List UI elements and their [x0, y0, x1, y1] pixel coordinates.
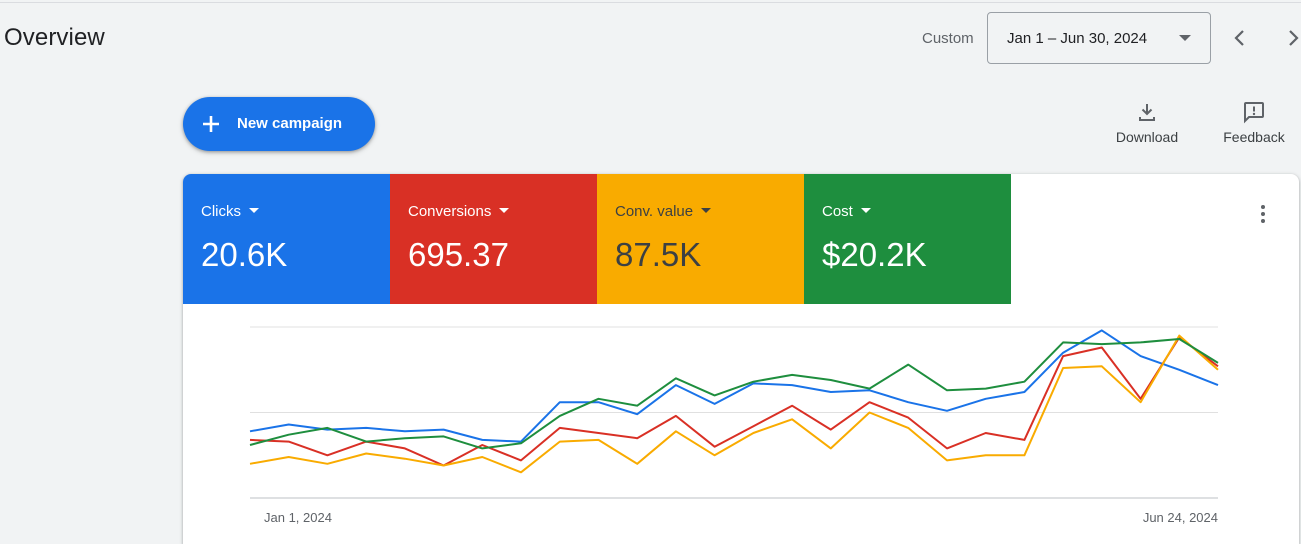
dropdown-arrow-icon	[701, 208, 712, 213]
chevron-left-icon	[1234, 30, 1244, 46]
metric-tile-conversions[interactable]: Conversions 695.37	[390, 174, 597, 304]
dropdown-arrow-icon	[249, 208, 259, 213]
metric-value: 695.37	[408, 236, 509, 273]
metric-name: Conversions	[408, 203, 510, 220]
date-range-select[interactable]: Jan 1 – Jun 30, 2024	[987, 12, 1211, 64]
metric-name: Cost	[822, 203, 871, 220]
performance-card: Clicks 20.6K Conversions 695.37 Conv. va…	[183, 174, 1299, 544]
metric-tile-clicks[interactable]: Clicks 20.6K	[183, 174, 390, 304]
metric-value: 20.6K	[201, 236, 288, 273]
dropdown-arrow-icon	[1179, 35, 1191, 41]
feedback-icon	[1244, 102, 1264, 124]
dropdown-arrow-icon	[860, 208, 871, 213]
x-tick-label: Jan 1, 2024	[264, 510, 332, 525]
series-line-1[interactable]	[249, 336, 1219, 467]
metric-name: Clicks	[201, 203, 259, 220]
previous-period-button[interactable]	[1226, 24, 1254, 52]
series-line-3[interactable]	[249, 338, 1219, 450]
next-period-button[interactable]	[1280, 24, 1301, 52]
more-vert-icon	[1261, 205, 1265, 223]
metric-value: 87.5K	[615, 236, 702, 273]
performance-line-chart: Jan 1, 2024 Jun 24, 2024	[249, 326, 1219, 525]
top-divider	[0, 2, 1301, 3]
more-options-button[interactable]	[1251, 202, 1275, 226]
metric-name: Conv. value	[615, 203, 712, 220]
download-icon	[1139, 104, 1155, 121]
plus-icon	[203, 116, 219, 132]
series-line-0[interactable]	[249, 329, 1219, 443]
date-range-value: Jan 1 – Jun 30, 2024	[1007, 30, 1148, 47]
series-line-2[interactable]	[249, 334, 1219, 474]
feedback-button[interactable]: Feedback	[1212, 100, 1296, 152]
metric-tile-cost[interactable]: Cost $20.2K	[804, 174, 1011, 304]
download-button[interactable]: Download	[1105, 100, 1189, 152]
chevron-right-icon	[1289, 30, 1299, 46]
page-title: Overview	[4, 24, 105, 51]
feedback-label: Feedback	[1223, 129, 1285, 145]
download-label: Download	[1115, 129, 1179, 145]
new-campaign-label: New campaign	[237, 115, 343, 132]
dropdown-arrow-icon	[499, 208, 510, 213]
date-range-type-label: Custom	[922, 30, 974, 47]
metric-tile-conv-value[interactable]: Conv. value 87.5K	[597, 174, 804, 304]
metric-value: $20.2K	[822, 236, 927, 273]
new-campaign-button[interactable]: New campaign	[183, 97, 375, 151]
x-tick-label: Jun 24, 2024	[1143, 510, 1218, 525]
